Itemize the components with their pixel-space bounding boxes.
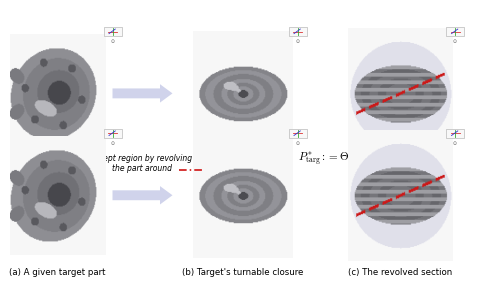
FancyBboxPatch shape xyxy=(288,129,306,138)
Text: $\odot$: $\odot$ xyxy=(295,139,300,147)
Text: the part around: the part around xyxy=(112,164,172,173)
FancyBboxPatch shape xyxy=(104,129,122,138)
FancyBboxPatch shape xyxy=(104,27,122,36)
Text: $P_{\mathrm{targ}}$: $P_{\mathrm{targ}}$ xyxy=(46,153,69,170)
Text: $\odot$: $\odot$ xyxy=(452,37,458,45)
FancyArrow shape xyxy=(112,84,172,102)
Text: $\odot$: $\odot$ xyxy=(452,139,458,147)
Text: $\odot$: $\odot$ xyxy=(110,37,116,45)
Text: $\odot$: $\odot$ xyxy=(295,37,300,45)
Text: Swept region by revolving: Swept region by revolving xyxy=(92,154,192,163)
FancyBboxPatch shape xyxy=(446,27,464,36)
Text: $P^*_{\mathrm{targ}} := \Theta(P_{\mathrm{targ}};\, \mathfrak{a})$: $P^*_{\mathrm{targ}} := \Theta(P_{\mathr… xyxy=(298,149,392,168)
FancyBboxPatch shape xyxy=(446,129,464,138)
Text: $\odot$: $\odot$ xyxy=(110,139,116,147)
FancyBboxPatch shape xyxy=(288,27,306,36)
Text: (c) The revolved section: (c) The revolved section xyxy=(348,268,452,277)
Text: (b) Target's turnable closure: (b) Target's turnable closure xyxy=(182,268,303,277)
Text: (a) A given target part: (a) A given target part xyxy=(9,268,106,277)
FancyArrow shape xyxy=(112,186,172,204)
